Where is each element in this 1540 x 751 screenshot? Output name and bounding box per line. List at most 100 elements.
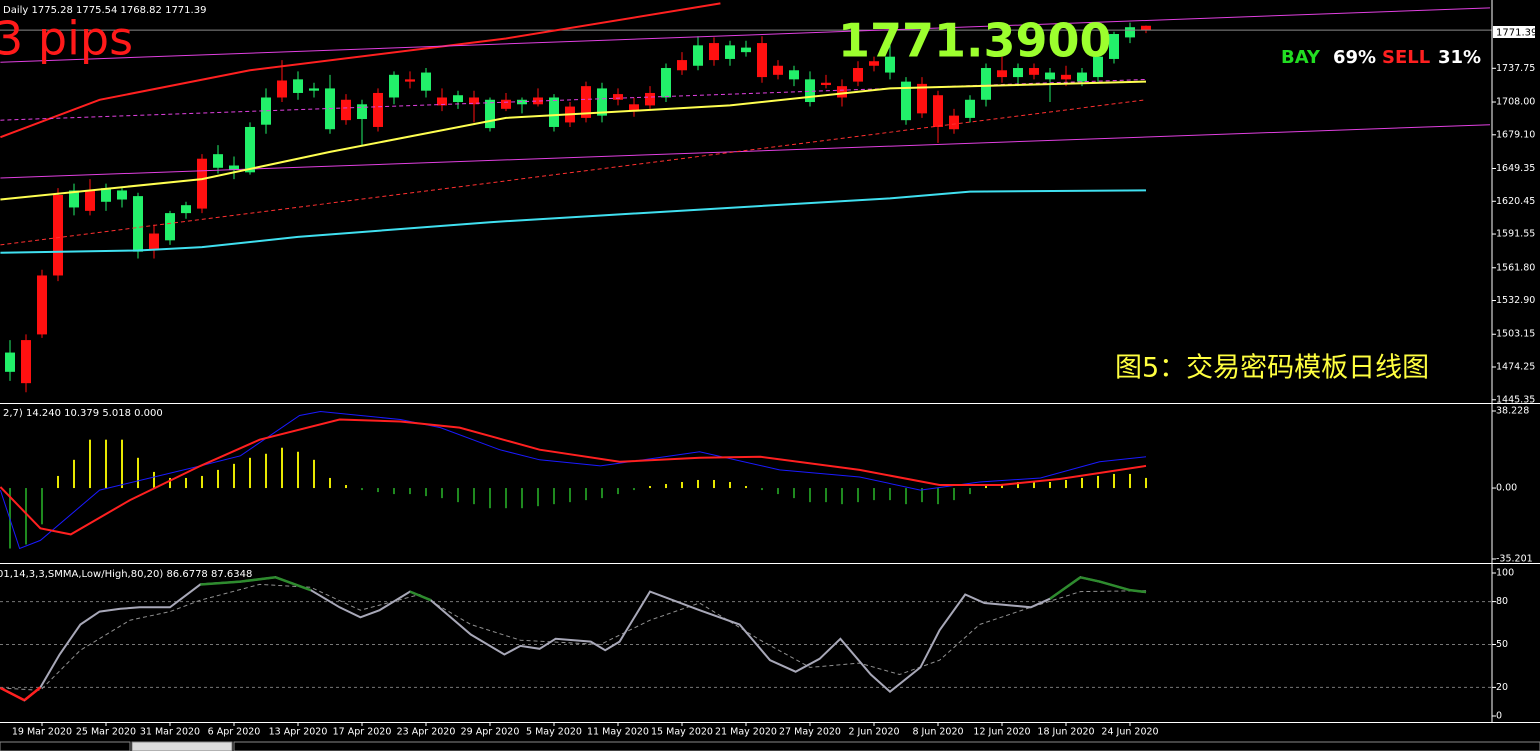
y-tick-label: 1649.35 [1496,163,1535,174]
histogram-bar [489,488,491,509]
y-tick-label: 1561.80 [1496,262,1535,273]
candle-body [1029,68,1039,75]
candle-body [773,65,783,75]
price-box [1493,26,1535,38]
zone-segment [240,576,276,583]
histogram-bar [873,488,875,501]
x-tick-label: 24 Jun 2020 [1101,727,1158,738]
candle-body [1141,25,1151,31]
candle-body [965,99,975,118]
chart-title: Daily 1775.28 1775.54 1768.82 1771.39 [3,5,206,16]
price-box-label: 1771.39 [1496,28,1537,39]
tab-bar [233,741,1540,751]
candle-body [597,88,607,116]
candle-body [725,45,735,59]
zone-segment [409,590,432,602]
candle-body [421,72,431,91]
histogram-bar [521,488,523,509]
zone-segment [23,686,42,702]
histogram-bar [745,486,747,489]
histogram-bar [265,453,267,489]
candle-body [181,205,191,214]
histogram-bar [841,488,843,505]
histogram-bar [1097,475,1099,489]
histogram-bar [473,488,475,505]
y-tick-label: 1445.35 [1496,394,1535,405]
histogram-bar [89,439,91,489]
candle-body [613,94,623,100]
candle-body [453,95,463,103]
candle-body [373,92,383,127]
panel [0,2,1492,393]
candle-body [197,158,207,209]
sentiment-label: BAY [1281,47,1321,68]
candle-body [501,99,511,109]
candle-body [901,81,911,121]
histogram-bar [681,481,683,489]
histogram-bar [1145,477,1147,489]
zone-segment [1129,588,1147,594]
x-tick-label: 21 May 2020 [715,727,777,738]
histogram-bar [1081,477,1083,489]
candle-body [1013,68,1023,78]
candle-body [213,154,223,168]
x-tick-label: 23 Apr 2020 [397,727,456,738]
zone-segment [275,576,312,592]
histogram-bar [1129,473,1131,489]
y-tick-label: 50 [1496,639,1508,650]
histogram-bar [73,459,75,489]
y-tick-label: 1737.75 [1496,63,1535,74]
sentiment-label: SELL [1382,47,1430,68]
histogram-bar [345,485,347,489]
x-tick-label: 2 Jun 2020 [848,727,899,738]
y-tick-label: 1679.10 [1496,129,1535,140]
x-tick-label: 27 May 2020 [779,727,841,738]
histogram-bar [153,471,155,489]
histogram-bar [761,488,763,491]
zone-segment [0,686,25,702]
pips-label: 3 pips [0,12,133,66]
histogram-bar [857,488,859,503]
panel [0,576,1492,702]
histogram-bar [697,479,699,489]
x-tick-label: 17 Apr 2020 [333,727,392,738]
y-tick-label: 1474.25 [1496,362,1535,373]
candle-body [1061,74,1071,80]
candle-body [1125,27,1135,38]
histogram-bar [921,488,923,503]
histogram-bar [137,457,139,489]
histogram-bar [553,488,555,505]
candle-body [1045,72,1055,80]
histogram-bar [425,488,427,497]
indicator-line [0,189,1147,254]
tab[interactable] [0,741,131,751]
histogram-bar [937,488,939,505]
histogram-bar [233,463,235,489]
x-tick-label: 5 May 2020 [526,727,582,738]
histogram-bar [729,481,731,489]
indicator-line [0,7,1491,63]
x-tick-label: 25 Mar 2020 [76,727,136,738]
sentiment-value: 69% [1333,47,1376,68]
histogram-bar [217,469,219,489]
histogram-bar [777,488,779,495]
histogram-bar [1001,484,1003,489]
plot-layer: 1445.35 1474.25 1503.15 1532.90 1561.80 1591.… [0,2,1535,738]
histogram-bar [713,479,715,489]
candle-body [549,97,559,127]
candle-body [677,60,687,71]
tab[interactable] [131,741,233,751]
histogram-bar [281,447,283,489]
histogram-bar [409,488,411,495]
histogram-bar [457,488,459,503]
candle-body [309,88,319,91]
indicator-line [0,99,1147,246]
caption: 图5：交易密码模板日线图 [1115,353,1429,384]
y-tick-label: 1620.45 [1496,196,1535,207]
candle-body [21,340,31,384]
histogram-bar [329,477,331,489]
histogram-bar [649,486,651,489]
histogram-bar [585,488,587,501]
x-tick-label: 29 Apr 2020 [461,727,520,738]
